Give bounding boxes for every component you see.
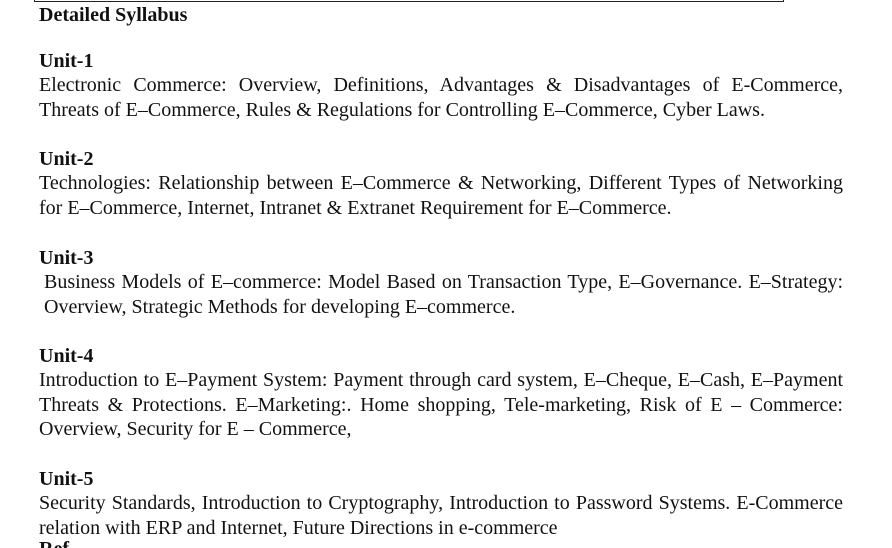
page-heading: Detailed Syllabus <box>39 4 188 26</box>
unit-2-section: Unit-2 Technologies: Relationship betwee… <box>39 147 843 220</box>
unit-4-section: Unit-4 Introduction to E–Payment System:… <box>39 344 843 442</box>
top-table-border <box>34 0 784 2</box>
unit-3-section: Unit-3 Business Models of E–commerce: Mo… <box>39 246 843 319</box>
unit-2-title: Unit-2 <box>39 148 94 170</box>
unit-1-section: Unit-1 Electronic Commerce: Overview, De… <box>39 49 843 122</box>
unit-4-title: Unit-4 <box>39 345 94 367</box>
unit-5-title: Unit-5 <box>39 468 94 490</box>
unit-4-text: Introduction to E–Payment System: Paymen… <box>39 369 843 440</box>
unit-3-text: Business Models of E–commerce: Model Bas… <box>44 271 843 318</box>
unit-2-text: Technologies: Relationship between E–Com… <box>39 172 843 219</box>
unit-5-text: Security Standards, Introduction to Cryp… <box>39 492 843 539</box>
unit-1-text: Electronic Commerce: Overview, Definitio… <box>39 74 843 121</box>
unit-1-title: Unit-1 <box>39 50 94 72</box>
references-heading-partial: Ref <box>39 537 69 548</box>
unit-3-title: Unit-3 <box>39 247 94 269</box>
unit-5-section: Unit-5 Security Standards, Introduction … <box>39 467 843 540</box>
